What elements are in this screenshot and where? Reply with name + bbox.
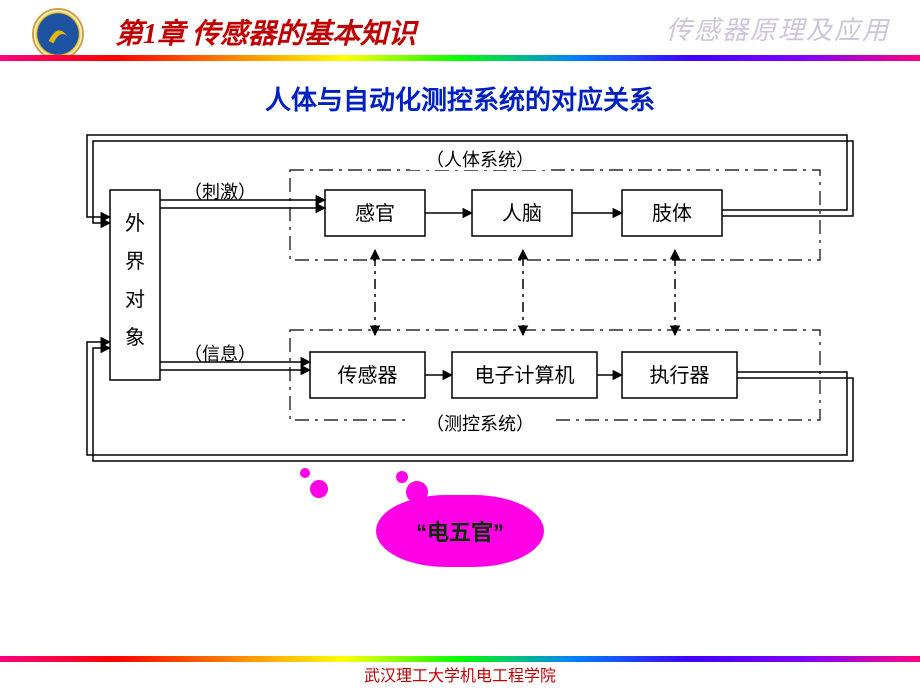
slide: { "header":{ "chapter":"第1章 传感器的基本知识", "… <box>0 0 920 690</box>
chapter-title: 第1章 传感器的基本知识 <box>115 12 416 52</box>
callout-wrap: “电五官” <box>0 495 920 567</box>
svg-text:人脑: 人脑 <box>502 202 542 225</box>
svg-text:界: 界 <box>125 251 145 273</box>
svg-text:外: 外 <box>125 212 145 235</box>
divider-top <box>0 55 920 61</box>
svg-text:（信息）: （信息） <box>184 344 256 364</box>
svg-text:对: 对 <box>125 288 145 311</box>
university-logo <box>32 8 84 60</box>
flow-diagram: 外界对象 （人体系统） （测控系统） 感官 人脑 肢体传感器 电子计算机 执行器 （刺激） （信息… <box>60 120 860 480</box>
svg-text:（人体系统）: （人体系统） <box>426 150 534 170</box>
svg-text:感官: 感官 <box>355 202 395 225</box>
svg-text:肢体: 肢体 <box>652 202 692 225</box>
page-title: 人体与自动化测控系统的对应关系 <box>0 80 920 117</box>
svg-text:传感器: 传感器 <box>338 364 398 387</box>
footer-text: 武汉理工大学机电工程学院 <box>0 662 920 686</box>
svg-text:（测控系统）: （测控系统） <box>426 414 534 434</box>
svg-text:电子计算机: 电子计算机 <box>475 364 575 387</box>
header: 第1章 传感器的基本知识 传感器原理及应用 <box>0 0 920 55</box>
svg-text:执行器: 执行器 <box>650 364 710 387</box>
watermark-title: 传感器原理及应用 <box>666 10 890 47</box>
callout-dot <box>300 468 310 478</box>
callout-cloud: “电五官” <box>376 495 544 567</box>
svg-text:（刺激）: （刺激） <box>184 182 256 202</box>
svg-text:象: 象 <box>125 326 145 349</box>
